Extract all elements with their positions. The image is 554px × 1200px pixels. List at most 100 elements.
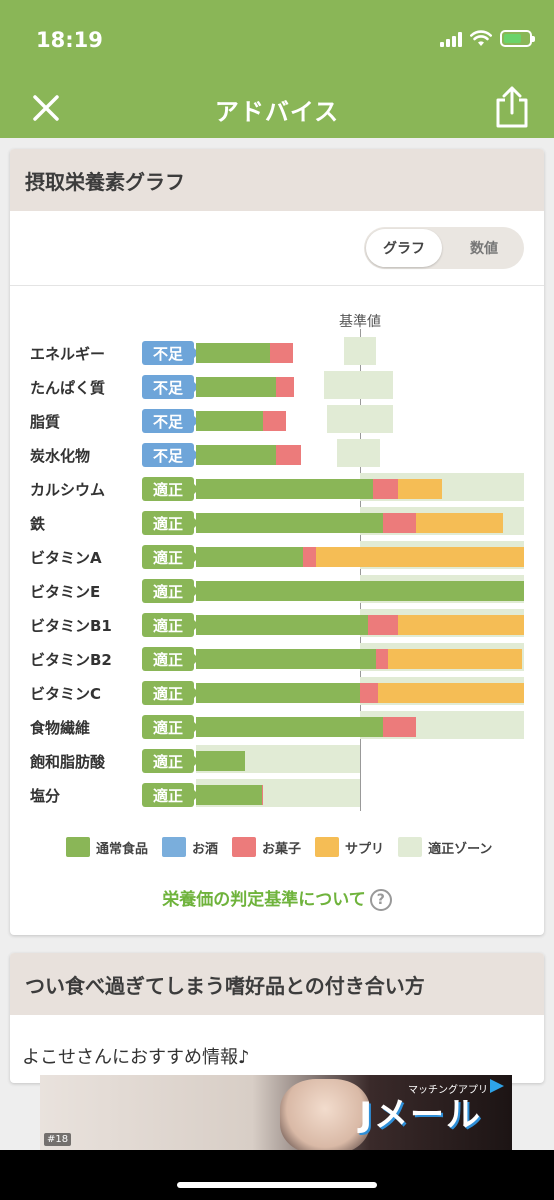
ad-brand: Jメール — [359, 1095, 482, 1135]
bar-segment — [196, 445, 277, 465]
home-area — [0, 1150, 554, 1200]
bar-segment — [196, 479, 374, 499]
chart-legend: 通常食品 お酒 お菓子 サプリ 適正ゾーン — [66, 837, 506, 857]
status-badge: 適正 — [142, 715, 199, 739]
bar-segment — [263, 411, 287, 431]
bar-segment — [360, 683, 379, 703]
nutrient-label: たんぱく質 — [30, 379, 106, 397]
nutrient-row: ビタミンE 適正 — [10, 575, 544, 603]
bar-segment — [196, 615, 369, 635]
bar-segment — [376, 649, 388, 669]
reference-line — [360, 329, 361, 811]
bar-segment — [196, 649, 377, 669]
bar-segment — [373, 479, 398, 499]
status-bar: 18:19 — [0, 0, 554, 78]
optimal-zone — [323, 371, 393, 399]
status-badge: 適正 — [142, 783, 199, 807]
nutrient-label: ビタミンC — [30, 685, 102, 703]
ad-subtitle: マッチングアプリ — [408, 1085, 488, 1096]
bar-segment — [196, 683, 360, 703]
nutrient-row: たんぱく質 不足 — [10, 371, 544, 399]
bar-segment — [382, 513, 416, 533]
legend-label: 通常食品 — [96, 841, 149, 857]
bar-segment — [196, 513, 383, 533]
nutrient-label: 塩分 — [30, 787, 61, 805]
nutrient-label: 炭水化物 — [30, 447, 91, 465]
nav-title: アドバイス — [214, 98, 340, 126]
legend-swatch — [315, 837, 340, 857]
criteria-link-label[interactable]: 栄養価の判定基準について — [162, 890, 366, 910]
ad-banner[interactable]: マッチングアプリ Jメール #18 — [40, 1075, 512, 1150]
bar-segment — [196, 411, 264, 431]
optimal-zone — [337, 439, 380, 467]
bar-segment — [196, 343, 270, 363]
bar-segment — [382, 717, 416, 737]
share-icon[interactable] — [492, 84, 532, 130]
bar-segment — [196, 751, 246, 771]
nutrient-label: 脂質 — [30, 413, 61, 431]
signal-icon — [440, 31, 462, 47]
status-badge: 適正 — [142, 477, 199, 501]
nutrient-label: 鉄 — [30, 515, 46, 533]
legend-item: 適正ゾーン — [398, 837, 492, 857]
advice-card[interactable]: つい食べ過ぎてしまう嗜好品との付き合い方 よこせさんにおすすめ情報♪ — [10, 953, 544, 1083]
wifi-icon — [470, 30, 492, 46]
nutrient-row: カルシウム 適正 — [10, 473, 544, 501]
nutrient-row: 炭水化物 不足 — [10, 439, 544, 467]
ad-info-icon[interactable] — [490, 1079, 504, 1093]
graph-card-title: 摂取栄養素グラフ — [10, 149, 544, 211]
status-time: 18:19 — [36, 28, 103, 52]
tab-graph[interactable]: グラフ — [366, 229, 442, 267]
nutrient-label: ビタミンB2 — [30, 651, 112, 669]
nutrient-row: 脂質 不足 — [10, 405, 544, 433]
nutrient-label: カルシウム — [30, 481, 106, 499]
nav-bar: アドバイス — [0, 78, 554, 138]
home-indicator[interactable] — [177, 1182, 377, 1188]
status-badge: 適正 — [142, 681, 199, 705]
status-badge: 適正 — [142, 749, 199, 773]
reference-label: 基準値 — [339, 314, 381, 330]
bar-segment — [261, 785, 264, 805]
status-badge: 適正 — [142, 613, 199, 637]
nutrient-row: エネルギー 不足 — [10, 337, 544, 365]
divider — [10, 285, 544, 286]
bar-segment — [196, 717, 383, 737]
status-badge: 不足 — [142, 443, 199, 467]
advice-card-title[interactable]: つい食べ過ぎてしまう嗜好品との付き合い方 — [10, 953, 544, 1015]
legend-item: サプリ — [315, 837, 384, 857]
status-badge: 適正 — [142, 511, 199, 535]
bar-segment — [378, 683, 524, 703]
bar-segment — [415, 513, 503, 533]
legend-swatch — [162, 837, 187, 857]
question-circle-icon[interactable]: ? — [369, 889, 392, 911]
ad-image — [280, 1079, 370, 1150]
nutrient-row: ビタミンA 適正 — [10, 541, 544, 569]
nutrient-label: ビタミンA — [30, 549, 102, 567]
nutrient-label: ビタミンE — [30, 583, 101, 601]
legend-item: 通常食品 — [66, 837, 148, 857]
bar-segment — [368, 615, 398, 635]
close-icon[interactable] — [28, 90, 64, 126]
nutrient-label: 食物繊維 — [30, 719, 91, 737]
tab-numeric[interactable]: 数値 — [470, 241, 498, 257]
battery-icon — [500, 30, 535, 47]
nutrient-row: 塩分 適正 — [10, 779, 544, 807]
nutrient-chart: 基準値 エネルギー 不足 たんぱく質 不足 脂質 不足 炭水化物 不足 カルシウム 適正鉄適正 ビタ… — [10, 149, 544, 929]
bar-segment — [196, 377, 277, 397]
bar-segment — [397, 479, 442, 499]
view-toggle: グラフ 数値 — [364, 227, 524, 269]
criteria-link[interactable]: 栄養価の判定基準について? — [10, 885, 544, 911]
nutrient-label: ビタミンB1 — [30, 617, 112, 635]
bar-segment — [276, 377, 295, 397]
legend-label: サプリ — [345, 841, 385, 857]
status-badge: 不足 — [142, 341, 199, 365]
nutrient-row: 食物繊維 適正 — [10, 711, 544, 739]
legend-item: お菓子 — [232, 837, 301, 857]
bar-segment — [196, 581, 524, 601]
advice-card-body: よこせさんにおすすめ情報♪ — [22, 1047, 250, 1068]
nutrient-row: 飽和脂肪酸 適正 — [10, 745, 544, 773]
bar-segment — [276, 445, 301, 465]
bar-segment — [315, 547, 524, 567]
nutrient-label: エネルギー — [30, 345, 106, 363]
status-badge: 適正 — [142, 647, 199, 671]
